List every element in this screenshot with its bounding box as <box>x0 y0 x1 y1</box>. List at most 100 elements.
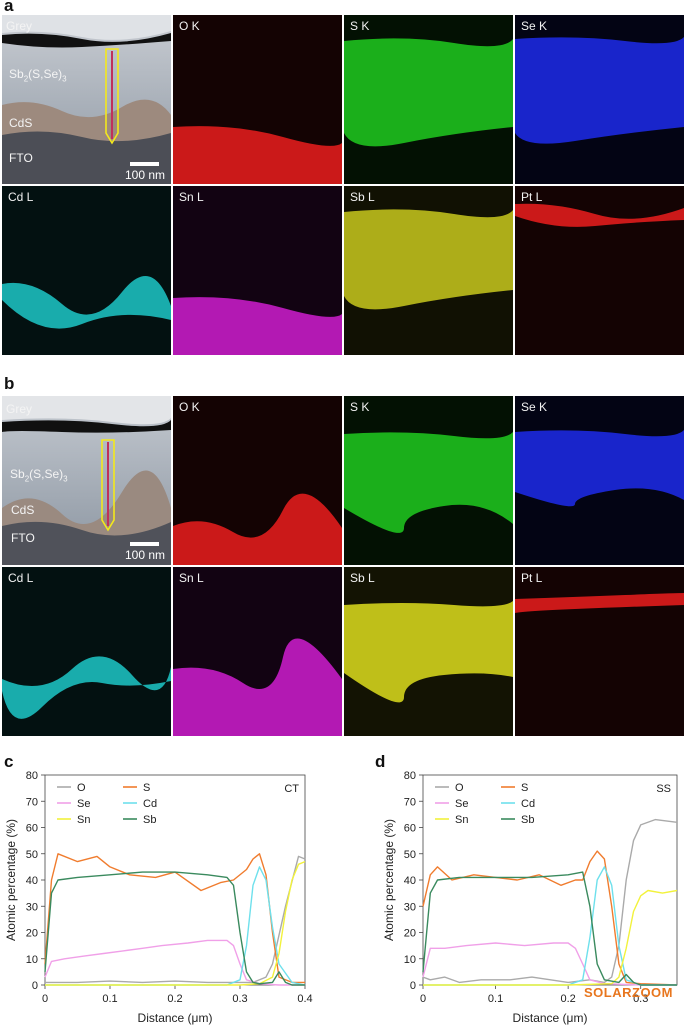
y-tick-label: 80 <box>404 770 416 782</box>
x-tick-label: 0.4 <box>297 993 312 1005</box>
series-line-s <box>422 850 678 986</box>
panel-b-map-s: S K <box>344 396 513 565</box>
series-line-sn <box>423 889 678 986</box>
element-signal-region <box>2 656 171 719</box>
chart-c: 0 10 20 30 40 50 60 70 80 0 0.1 0.2 0.3 0.4 Distance (… <box>4 770 313 1025</box>
legend-label-cd: Cd <box>143 798 157 810</box>
panel-a-map-sb: Sb L <box>344 186 513 355</box>
y-tick-label: 70 <box>404 796 416 808</box>
panel-b-map-pt: Pt L <box>515 567 684 736</box>
panel-b-cds-label: CdS <box>11 503 35 517</box>
y-tick-label: 10 <box>26 954 38 966</box>
x-tick-label: 0.1 <box>102 993 117 1005</box>
panel-b-map-pt-label: Pt L <box>521 571 543 585</box>
panel-b-scale-label: 100 nm <box>125 548 166 562</box>
legend-label-s: S <box>521 782 528 794</box>
panel-a-map-sn: Sn L <box>173 186 342 355</box>
element-signal-region <box>173 638 342 736</box>
series-line-cd <box>423 866 677 986</box>
element-signal-region <box>173 493 342 565</box>
panel-b-map-se-label: Se K <box>521 400 548 414</box>
panel-b-map-o-label: O K <box>179 400 200 414</box>
panel-a-map-se: Se K <box>515 15 684 184</box>
y-axis-label: Atomic percentage (%) <box>4 819 18 941</box>
x-tick-label: 0 <box>420 993 426 1005</box>
panel-a-map-pt-label: Pt L <box>521 190 543 204</box>
y-tick-label: 30 <box>404 901 416 913</box>
element-signal-region <box>344 38 513 147</box>
panel-b-scale-bar <box>130 542 159 546</box>
panel-a-fto-label: FTO <box>9 151 33 165</box>
panel-b-map-sn-label: Sn L <box>179 571 204 585</box>
panel-a-map-s: S K <box>344 15 513 184</box>
series-line-o <box>45 855 306 984</box>
x-axis-label: Distance (μm) <box>513 1011 588 1025</box>
y-tick-label: 50 <box>404 849 416 861</box>
x-tick-label: 0.2 <box>167 993 182 1005</box>
panel-a-map-s-label: S K <box>350 19 370 33</box>
y-tick-label: 0 <box>32 980 38 992</box>
legend-label-sb: Sb <box>521 814 534 826</box>
y-tick-label: 70 <box>26 796 38 808</box>
panel-b-grey-image <box>2 396 171 565</box>
panel-b-grey-tile: Grey Sb2(S,Se)3 CdS FTO 100 nm <box>2 396 171 565</box>
panel-b-map-sn: Sn L <box>173 567 342 736</box>
x-tick-label: 0 <box>42 993 48 1005</box>
panel-b-grey-label: Grey <box>6 402 33 416</box>
element-signal-region <box>173 297 342 355</box>
legend-label-sn: Sn <box>77 814 90 826</box>
panel-a-cds-label: CdS <box>9 116 33 130</box>
panel-a-map-pt: Pt L <box>515 186 684 355</box>
y-tick-label: 10 <box>404 954 416 966</box>
y-tick-label: 20 <box>404 928 416 940</box>
map-image <box>173 15 342 184</box>
y-tick-label: 80 <box>26 770 38 782</box>
element-signal-region <box>2 275 171 329</box>
legend-label-o: O <box>77 782 86 794</box>
panel-a-map-o-label: O K <box>179 19 200 33</box>
element-signal-region <box>515 430 684 507</box>
x-tick-label: 0.1 <box>488 993 503 1005</box>
panel-b-map-cd: Cd L <box>2 567 171 736</box>
panel-a-scale-label: 100 nm <box>125 168 166 182</box>
map-image <box>344 567 513 736</box>
watermark: SOLARZOOM <box>584 985 673 1000</box>
map-image <box>515 15 684 184</box>
legend-label-sn: Sn <box>455 814 468 826</box>
element-signal-region <box>515 203 684 227</box>
map-image <box>173 567 342 736</box>
series-line-se <box>44 939 305 986</box>
y-tick-label: 40 <box>404 875 416 887</box>
x-tick-label: 0.3 <box>633 993 648 1005</box>
y-tick-label: 50 <box>26 849 38 861</box>
element-signal-region <box>515 593 684 613</box>
element-signal-region <box>344 601 513 703</box>
map-image <box>173 396 342 565</box>
panel-b-map-sb-label: Sb L <box>350 571 375 585</box>
panel-a-map-cd-label: Cd L <box>8 190 34 204</box>
map-image <box>344 396 513 565</box>
panel-b-map-se: Se K <box>515 396 684 565</box>
series-line-sb <box>44 871 305 986</box>
legend-label-sb: Sb <box>143 814 156 826</box>
series-line-sb <box>422 871 677 986</box>
panel-a-scale-bar <box>130 162 159 166</box>
element-signal-region <box>344 209 513 310</box>
x-tick-label: 0.2 <box>560 993 575 1005</box>
panel-a-map-sb-label: Sb L <box>350 190 375 204</box>
panel-b-sb-layer-label: Sb2(S,Se)3 <box>10 467 68 484</box>
y-tick-label: 60 <box>26 823 38 835</box>
map-background-noise <box>2 186 171 355</box>
legend-label-cd: Cd <box>521 798 535 810</box>
map-image <box>2 567 171 736</box>
map-image <box>2 186 171 355</box>
panel-b-map-o: O K <box>173 396 342 565</box>
legend-label-se: Se <box>77 798 90 810</box>
legend-label-s: S <box>143 782 150 794</box>
panel-a-map-cd: Cd L <box>2 186 171 355</box>
panel-b-fto-label: FTO <box>11 531 35 545</box>
series-line-sn <box>45 860 306 986</box>
map-image <box>515 567 684 736</box>
y-tick-label: 40 <box>26 875 38 887</box>
y-axis-label: Atomic percentage (%) <box>382 819 396 941</box>
